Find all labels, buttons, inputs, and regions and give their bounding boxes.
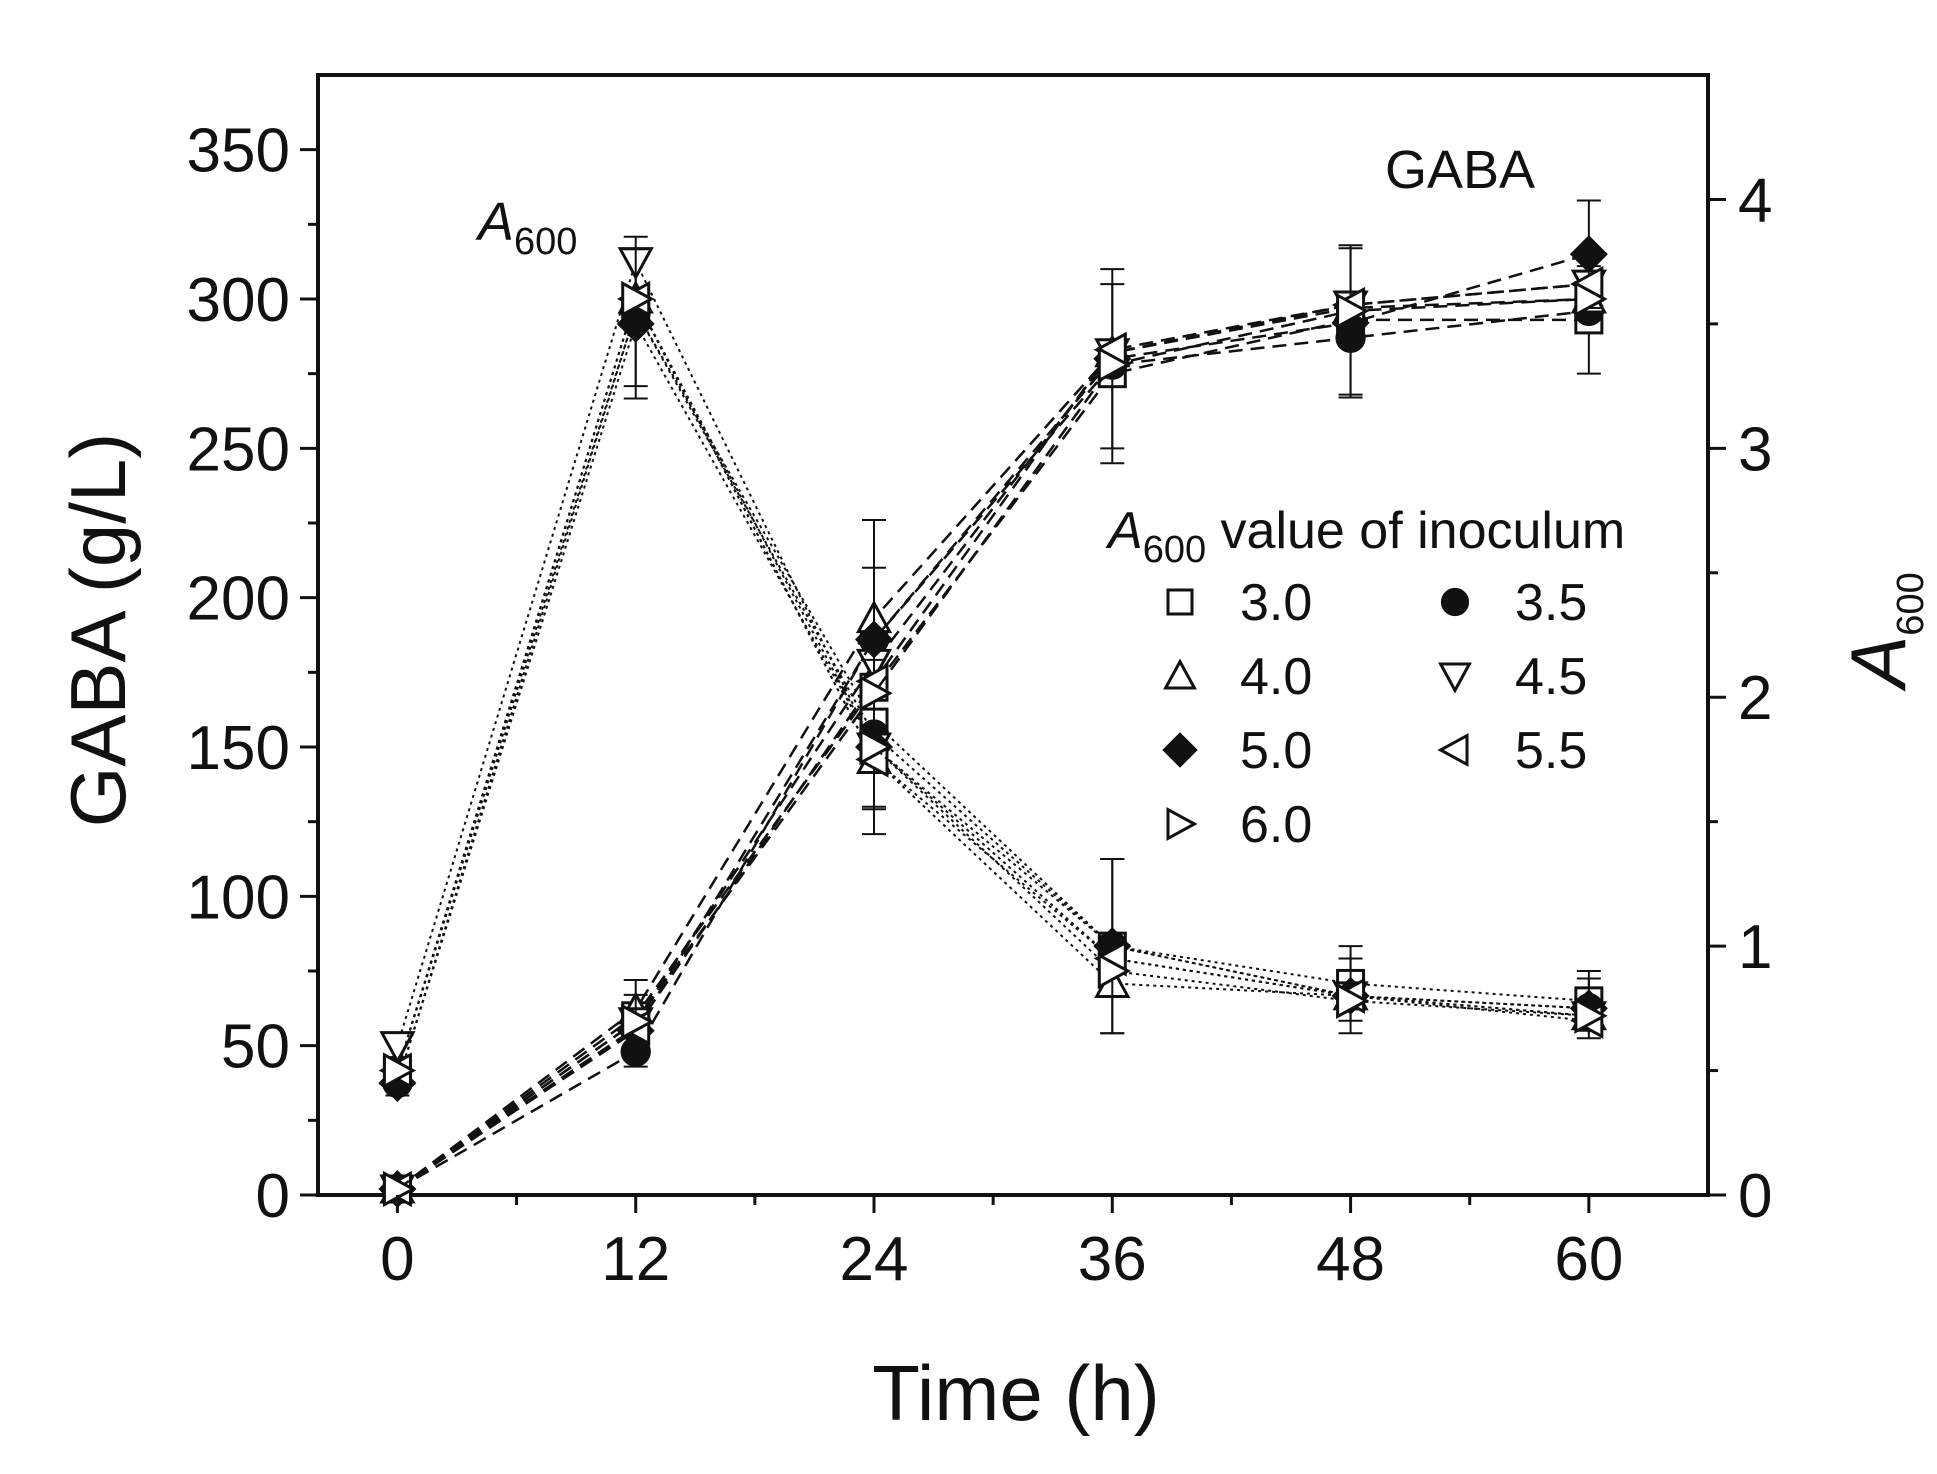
y-tick-label: 150 bbox=[187, 714, 290, 783]
a600-line-5.5 bbox=[396, 296, 1589, 1071]
x-tick-label: 24 bbox=[840, 1225, 909, 1294]
gaba-point-6.0 bbox=[1336, 292, 1370, 330]
legend-marker-6.0 bbox=[1166, 807, 1198, 841]
gaba-point-5.0 bbox=[1569, 235, 1608, 274]
a600-line-5.0 bbox=[396, 321, 1589, 1084]
y-tick-label: 100 bbox=[187, 863, 290, 932]
legend-title-main: A bbox=[1105, 502, 1143, 560]
series-4.0 bbox=[379, 280, 1607, 1204]
y2-tick-label: 2 bbox=[1738, 664, 1772, 733]
legend-label-3.0: 3.0 bbox=[1240, 574, 1312, 632]
y-tick-label: 300 bbox=[187, 266, 290, 335]
plot-border bbox=[316, 73, 1710, 1197]
a600-line-4.0 bbox=[396, 296, 1589, 1071]
legend-label-3.5: 3.5 bbox=[1515, 574, 1587, 632]
legend-item-5.5: 5.5 bbox=[1437, 722, 1587, 780]
legend: A600 value of inoculum 3.0 3.5 4.0 4.5 5.0 5.… bbox=[1105, 502, 1625, 854]
y-tick-label: 350 bbox=[187, 117, 290, 186]
legend-item-4.5: 4.5 bbox=[1438, 648, 1587, 706]
legend-label-4.0: 4.0 bbox=[1240, 648, 1312, 706]
x-axis-title: Time (h) bbox=[872, 1349, 1159, 1437]
legend-label-6.0: 6.0 bbox=[1240, 796, 1312, 854]
legend-entries: 3.0 3.5 4.0 4.5 5.0 5.5 6.0 bbox=[1162, 574, 1587, 854]
legend-title-sub: 600 bbox=[1143, 529, 1206, 571]
x-tick-label: 48 bbox=[1316, 1225, 1385, 1294]
plot-frame bbox=[316, 73, 1710, 1197]
legend-item-6.0: 6.0 bbox=[1166, 796, 1312, 854]
a600-point-6.0 bbox=[1336, 982, 1370, 1019]
series-layer bbox=[378, 199, 1608, 1209]
x-tick-label: 12 bbox=[601, 1225, 670, 1294]
gaba-point-5.0 bbox=[854, 620, 894, 659]
a600-point-6.0 bbox=[859, 728, 893, 766]
legend-marker-3.0 bbox=[1166, 588, 1194, 616]
legend-title: A600 value of inoculum bbox=[1105, 502, 1625, 571]
y2-tick-label: 0 bbox=[1738, 1162, 1772, 1231]
gaba-annotation: GABA bbox=[1385, 140, 1535, 200]
a600-point-6.0 bbox=[621, 280, 655, 318]
legend-label-4.5: 4.5 bbox=[1515, 648, 1587, 706]
legend-item-5.0: 5.0 bbox=[1162, 722, 1312, 780]
legend-item-3.0: 3.0 bbox=[1166, 574, 1312, 632]
y2-tick-label: 1 bbox=[1738, 913, 1772, 982]
y2-title-main: A bbox=[1834, 636, 1922, 692]
x-tick-label: 0 bbox=[380, 1225, 414, 1294]
a600-line-3.0 bbox=[396, 308, 1589, 1071]
legend-label-5.5: 5.5 bbox=[1515, 722, 1587, 780]
y2-tick-label: 4 bbox=[1738, 166, 1772, 235]
x-tick-label: 60 bbox=[1554, 1225, 1623, 1294]
a600-point-5.0 bbox=[616, 304, 655, 343]
y2-axis-title: A600 bbox=[1834, 572, 1932, 691]
y-tick-label: 200 bbox=[187, 565, 290, 634]
gaba-line-3.5 bbox=[396, 309, 1589, 1191]
a600-point-6.0 bbox=[382, 1052, 417, 1089]
gaba-point-6.0 bbox=[1097, 346, 1132, 383]
y-tick-label: 250 bbox=[187, 415, 290, 484]
series-6.0 bbox=[382, 280, 1608, 1208]
gaba-line-6.0 bbox=[396, 297, 1589, 1191]
legend-marker-5.5 bbox=[1437, 733, 1469, 767]
y-axis-title: GABA (g/L) bbox=[54, 433, 142, 828]
a600-point-4.5 bbox=[379, 1031, 416, 1065]
a600-line-4.5 bbox=[396, 258, 1589, 1046]
svg-text:A600: A600 bbox=[1834, 572, 1932, 691]
legend-item-4.0: 4.0 bbox=[1163, 648, 1312, 706]
y-tick-label: 50 bbox=[221, 1013, 290, 1082]
a600-point-6.0 bbox=[1574, 997, 1608, 1034]
series-5.0 bbox=[378, 199, 1608, 1209]
legend-label-5.0: 5.0 bbox=[1240, 722, 1312, 780]
legend-marker-3.5 bbox=[1440, 587, 1470, 617]
gaba-line-4.0 bbox=[396, 297, 1589, 1191]
legend-marker-4.5 bbox=[1438, 662, 1472, 694]
a600-annot-sub: 600 bbox=[514, 221, 577, 263]
gaba-line-3.0 bbox=[396, 318, 1589, 1191]
a600-annot-main: A bbox=[475, 192, 514, 252]
series-4.5 bbox=[379, 247, 1607, 1208]
y-tick-label: 0 bbox=[256, 1162, 290, 1231]
a600-point-6.0 bbox=[1097, 952, 1132, 990]
gaba-line-5.5 bbox=[396, 282, 1589, 1191]
y2-tick-label: 3 bbox=[1738, 415, 1772, 484]
a600-line-6.0 bbox=[396, 296, 1589, 1071]
gaba-point-6.0 bbox=[859, 675, 893, 712]
legend-item-3.5: 3.5 bbox=[1440, 574, 1587, 632]
gaba-point-6.0 bbox=[1574, 280, 1608, 318]
a600-annotation: A600 bbox=[475, 192, 577, 263]
y2-title-sub: 600 bbox=[1890, 572, 1932, 635]
series-3.0 bbox=[382, 235, 1604, 1204]
gaba-line-5.0 bbox=[396, 252, 1590, 1191]
x-tick-label: 36 bbox=[1078, 1225, 1147, 1294]
gaba-point-6.0 bbox=[621, 1003, 655, 1040]
a600-line-3.5 bbox=[396, 308, 1589, 1084]
legend-marker-4.0 bbox=[1163, 658, 1197, 690]
legend-title-rest: value of inoculum bbox=[1206, 502, 1625, 560]
legend-marker-5.0 bbox=[1162, 732, 1198, 768]
